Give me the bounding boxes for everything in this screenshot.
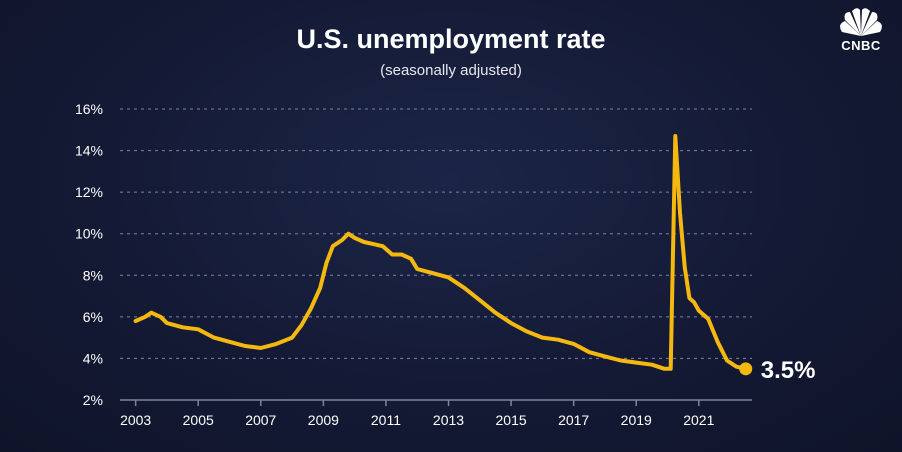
x-tick-label: 2005 bbox=[183, 412, 214, 428]
gridlines bbox=[120, 108, 752, 401]
y-tick-label: 4% bbox=[83, 350, 103, 366]
y-tick-label: 14% bbox=[75, 143, 103, 159]
final-point-marker bbox=[739, 362, 753, 376]
x-tick-label: 2015 bbox=[496, 412, 527, 428]
logo-text: CNBC bbox=[841, 38, 881, 53]
x-tick-label: 2011 bbox=[371, 412, 401, 428]
y-tick-label: 12% bbox=[75, 184, 103, 200]
y-tick-label: 8% bbox=[83, 267, 103, 283]
x-tick-label: 2019 bbox=[621, 412, 652, 428]
y-tick-label: 2% bbox=[83, 392, 103, 408]
x-tick-label: 2013 bbox=[433, 412, 464, 428]
peacock-icon bbox=[840, 8, 882, 37]
x-tick-label: 2009 bbox=[308, 412, 339, 428]
x-tick-label: 2003 bbox=[120, 412, 151, 428]
final-value-label: 3.5% bbox=[761, 357, 816, 384]
y-axis-ticks: 2% 4% 6% 8% 10% 12% 14% 16% bbox=[75, 101, 103, 408]
y-tick-label: 16% bbox=[75, 101, 103, 117]
y-tick-label: 10% bbox=[75, 226, 103, 242]
x-tick-label: 2007 bbox=[245, 412, 276, 428]
chart-subtitle: (seasonally adjusted) bbox=[380, 62, 522, 79]
y-tick-label: 6% bbox=[83, 309, 103, 325]
x-tick-label: 2017 bbox=[558, 412, 589, 428]
cnbc-logo: CNBC bbox=[828, 6, 894, 56]
series-line bbox=[133, 134, 748, 371]
x-tick-label: 2021 bbox=[683, 412, 714, 428]
x-axis-ticks: 2003 2005 2007 2009 2011 2013 2015 2017 2019 2021 bbox=[120, 400, 715, 428]
chart-title: U.S. unemployment rate bbox=[296, 24, 606, 54]
series-layer: 3.5% bbox=[133, 134, 816, 384]
